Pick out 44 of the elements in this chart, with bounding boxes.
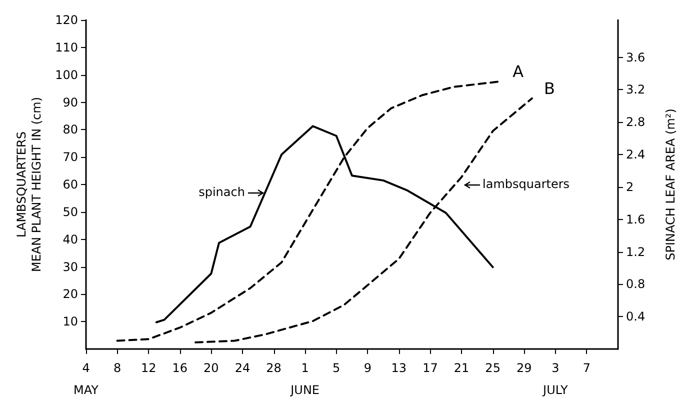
- y-tick-label: 120: [55, 13, 78, 27]
- x-tick-label: 29: [516, 361, 532, 375]
- y2-tick-label: 0.8: [626, 277, 646, 292]
- x-tick-label: 7: [582, 361, 591, 375]
- y2-tick-label: 1.6: [626, 212, 646, 226]
- y2-tick-label: 2.8: [626, 115, 646, 130]
- y2-tick-label: 2.4: [626, 148, 646, 162]
- y-tick-label: 90: [62, 95, 78, 110]
- y-tick-label: 110: [55, 40, 78, 54]
- y2-tick-label: 2: [626, 180, 634, 194]
- x-tick-label: 1 JUNE: [290, 361, 320, 397]
- x-tick-label: 21: [454, 361, 470, 375]
- y-axis-title: LAMBSQUARTERS MEAN PLANT HEIGHT IN (cm): [14, 96, 44, 272]
- x-tick-label: 12: [140, 361, 156, 375]
- annotation: spinach: [198, 184, 245, 199]
- y-tick-label: 20: [62, 287, 78, 302]
- x-tick-label: 3 JULY: [542, 361, 568, 397]
- x-tick-label: 28: [266, 361, 282, 375]
- y2-tick-label: 0.4: [626, 310, 646, 324]
- x-tick-label: 17: [422, 361, 438, 375]
- y-tick-label: 100: [55, 68, 78, 82]
- series-label: B: [544, 78, 555, 98]
- y2-tick-label: 3.6: [626, 50, 646, 64]
- y-tick-label: 50: [62, 204, 78, 219]
- y-tick-label: 60: [62, 178, 78, 192]
- x-tick-label: 9: [364, 361, 372, 375]
- y-tick-label: 40: [62, 232, 78, 246]
- y2-tick-label: 3.2: [626, 82, 646, 97]
- y-tick-label: 30: [62, 260, 78, 274]
- y-tick-label: 10: [62, 314, 78, 329]
- x-tick-label: 4 MAY: [74, 361, 100, 397]
- x-tick-label: 8: [113, 361, 122, 375]
- y-tick-label: 70: [62, 150, 78, 164]
- y2-tick-label: 1.2: [626, 244, 646, 259]
- x-tick-label: 16: [172, 361, 188, 375]
- x-tick-label: 24: [234, 361, 250, 375]
- x-tick-label: 25: [485, 361, 500, 375]
- y-tick-label: 80: [62, 122, 78, 137]
- x-tick-label: 20: [204, 361, 219, 375]
- x-tick-label: 13: [391, 361, 407, 375]
- y2-axis-title: SPINACH LEAF AREA (m²): [664, 108, 678, 260]
- series-label: A: [512, 62, 524, 81]
- annotation: lambsquarters: [482, 176, 570, 190]
- x-tick-label: 5: [332, 361, 340, 375]
